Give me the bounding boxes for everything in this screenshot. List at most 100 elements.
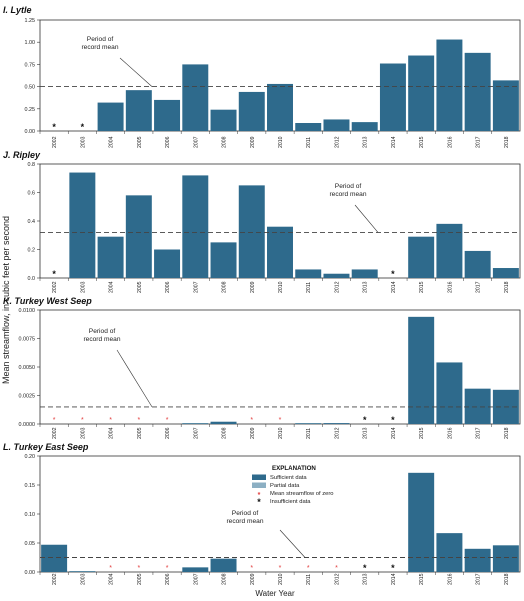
bar [267,83,293,131]
bar [464,52,491,131]
insufficient-marker: * [52,269,56,279]
x-tick-label: 2011 [306,428,312,439]
x-tick-label: 2009 [250,281,256,293]
x-tick-label: 2004 [109,573,115,585]
bar [323,423,350,424]
bar [97,102,124,131]
zero-marker: * [166,565,169,572]
x-tick-label: 2014 [391,427,397,439]
x-tick-label: 2011 [306,574,312,585]
annotation-leader [119,57,153,87]
x-tick-label: 2014 [391,281,397,293]
x-tick-label: 2007 [193,427,199,439]
bar [492,80,519,131]
mean-annotation-line1: Period of [335,183,362,190]
x-tick-label: 2015 [419,427,425,439]
bar [408,316,435,424]
x-tick-label: 2004 [109,281,115,293]
panel-title: K. Turkey West Seep [3,296,92,306]
x-tick-label: 2012 [334,573,340,585]
bar [408,55,435,131]
x-tick-label: 2017 [476,573,482,585]
y-tick-label: 1.25 [25,18,36,24]
bar [408,472,435,572]
x-tick-label: 2012 [334,281,340,293]
y-tick-label: 0.25 [25,107,36,113]
x-tick-label: 2002 [52,136,58,148]
x-tick-label: 2004 [109,427,115,439]
x-tick-label: 2010 [278,281,284,293]
x-tick-label: 2003 [80,427,86,439]
bar [351,122,378,131]
bar [436,362,463,424]
x-tick-label: 2006 [165,136,171,148]
mean-annotation-line2: record mean [329,191,366,198]
x-tick-label: 2018 [504,136,510,148]
x-tick-label: 2013 [363,427,369,439]
x-tick-label: 2010 [278,136,284,148]
mean-annotation-line2: record mean [226,518,263,525]
y-tick-label: 0.50 [25,85,36,91]
legend-label: Sufficient data [270,475,307,481]
x-tick-label: 2008 [222,427,228,439]
x-tick-label: 2008 [222,281,228,293]
x-tick-label: 2011 [306,137,312,148]
legend-swatch [252,474,266,480]
legend-marker: * [257,497,261,507]
x-tick-label: 2012 [334,427,340,439]
mean-annotation-line2: record mean [83,336,120,343]
bar [436,533,463,572]
bar [295,423,322,424]
bar [210,242,237,278]
zero-marker: * [279,417,282,424]
legend-swatch [252,482,266,488]
x-tick-label: 2015 [419,573,425,585]
annotation-leader [354,204,379,233]
legend-label: Mean streamflow of zero [270,491,333,497]
x-tick-label: 2002 [52,281,58,293]
mean-annotation-line1: Period of [232,510,259,517]
bar [154,249,181,278]
insufficient-marker: * [363,415,367,425]
y-tick-label: 0.15 [25,483,36,489]
bar [182,64,209,131]
panel: I. Lytle 0.00 0.25 0.50 0.75 1.00 1.25 * 2002 * 20… [3,5,521,148]
panel: K. Turkey West Seep 0.0000 0.0025 0.0050 0.0… [3,296,521,439]
zero-marker: * [279,565,282,572]
y-tick-label: 0.0050 [19,365,36,371]
bar [69,172,96,278]
bar [210,421,237,424]
bar [464,388,491,424]
legend-label: Insufficient data [270,499,311,505]
y-tick-label: 0.10 [25,512,36,518]
y-tick-label: 0.2 [28,248,36,254]
legend: EXPLANATION Sufficient data Partial data * M… [252,465,333,507]
bar [464,548,491,572]
y-tick-label: 0.8 [28,162,36,168]
bar [210,558,237,572]
x-tick-label: 2017 [476,281,482,293]
zero-marker: * [166,417,169,424]
x-tick-label: 2010 [278,427,284,439]
x-tick-label: 2010 [278,573,284,585]
x-tick-label: 2008 [222,136,228,148]
y-tick-label: 0.0000 [19,422,36,428]
annotation-leader [279,529,306,558]
bar [69,571,96,572]
insufficient-marker: * [81,122,85,132]
mean-annotation-line1: Period of [89,328,116,335]
x-tick-label: 2003 [80,281,86,293]
bar [436,39,463,132]
panel-title: L. Turkey East Seep [3,442,89,452]
annotation-leader [116,349,153,408]
bar [125,195,152,278]
x-tick-label: 2004 [109,136,115,148]
panel-title: J. Ripley [3,150,41,160]
bar [154,99,181,131]
insufficient-marker: * [391,269,395,279]
bar [408,236,435,278]
y-tick-label: 0.75 [25,62,36,68]
insufficient-marker: * [52,122,56,132]
y-tick-label: 0.05 [25,541,36,547]
y-tick-label: 0.20 [25,454,36,460]
